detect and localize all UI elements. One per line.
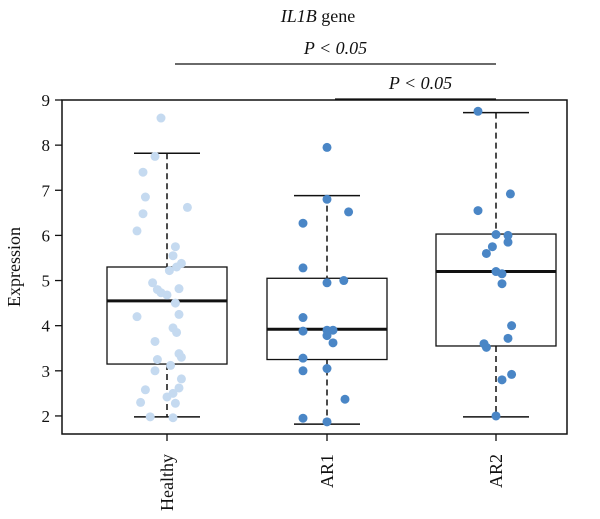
data-point-healthy	[145, 412, 155, 422]
data-point-ar2	[481, 248, 491, 258]
data-point-ar1	[298, 326, 308, 336]
x-tick-label-healthy: Healthy	[157, 454, 177, 511]
data-point-healthy	[176, 374, 186, 384]
data-point-healthy	[140, 385, 150, 395]
data-point-ar1	[322, 331, 332, 341]
data-point-healthy	[172, 262, 182, 272]
data-point-healthy	[156, 113, 166, 123]
data-point-ar2	[507, 321, 517, 331]
data-point-ar1	[328, 338, 338, 348]
data-point-healthy	[170, 398, 180, 408]
y-tick-label: 9	[42, 91, 51, 110]
data-point-ar1	[298, 218, 308, 228]
data-point-ar1	[322, 417, 332, 427]
data-point-ar1	[322, 194, 332, 204]
data-point-ar1	[298, 353, 308, 363]
data-point-healthy	[174, 284, 184, 294]
data-point-ar2	[503, 230, 513, 240]
y-tick-label: 3	[42, 362, 51, 381]
y-tick-label: 4	[42, 317, 51, 336]
data-point-ar2	[497, 375, 507, 385]
data-point-healthy	[148, 278, 158, 288]
data-point-ar1	[322, 142, 332, 152]
data-point-healthy	[152, 355, 162, 365]
data-point-healthy	[174, 383, 184, 393]
data-point-ar2	[473, 206, 483, 216]
data-point-healthy	[140, 192, 150, 202]
data-point-ar1	[328, 325, 338, 335]
data-point-ar1	[339, 276, 349, 286]
data-point-healthy	[150, 151, 160, 161]
plot-area: 2 3 4 5 6 7 8 9 Expression Healthy AR1 AR2 P < 0.05 P…	[4, 38, 568, 511]
data-point-ar2	[491, 411, 501, 421]
significance-label-1: P < 0.05	[303, 38, 367, 58]
data-point-healthy	[150, 366, 160, 376]
data-point-ar2	[503, 333, 513, 343]
box-ar2	[435, 233, 557, 347]
box-healthy	[106, 266, 228, 365]
data-point-ar2	[505, 189, 515, 199]
box-ar1	[266, 277, 388, 361]
data-point-ar1	[322, 278, 332, 288]
x-tick-label-ar1: AR1	[317, 454, 337, 488]
data-point-healthy	[136, 397, 146, 407]
data-point-ar2	[473, 106, 483, 116]
data-point-healthy	[162, 392, 172, 402]
data-point-healthy	[138, 167, 148, 177]
data-point-healthy	[132, 226, 142, 236]
chart-title-suffix: gene	[317, 6, 355, 26]
y-tick-label: 5	[42, 272, 51, 291]
data-point-healthy	[172, 327, 182, 337]
y-axis-label: Expression	[4, 227, 24, 307]
data-point-healthy	[164, 266, 174, 276]
x-tick-label-ar2: AR2	[486, 454, 506, 488]
y-tick-label: 2	[42, 407, 51, 426]
data-point-ar2	[481, 342, 491, 352]
data-point-ar2	[497, 279, 507, 289]
data-point-healthy	[168, 251, 178, 261]
y-tick-label: 8	[42, 136, 51, 155]
data-point-healthy	[174, 309, 184, 319]
data-point-healthy	[168, 413, 178, 423]
y-tick-label: 7	[42, 181, 51, 200]
plot-frame	[61, 99, 568, 435]
data-point-healthy	[162, 290, 172, 300]
data-point-ar2	[497, 269, 507, 279]
data-point-ar2	[487, 242, 497, 252]
data-point-ar1	[344, 207, 354, 217]
data-point-ar1	[340, 394, 350, 404]
data-point-healthy	[170, 242, 180, 252]
data-point-healthy	[170, 298, 180, 308]
data-point-healthy	[132, 312, 142, 322]
data-point-ar1	[322, 364, 332, 374]
significance-label-2: P < 0.05	[388, 73, 452, 93]
data-point-ar1	[298, 366, 308, 376]
data-point-ar2	[503, 237, 513, 247]
data-point-ar1	[298, 313, 308, 323]
data-point-ar1	[298, 263, 308, 273]
data-point-ar2	[507, 369, 517, 379]
data-point-healthy	[150, 336, 160, 346]
data-point-healthy	[138, 209, 148, 219]
data-point-ar1	[298, 413, 308, 423]
data-point-ar2	[491, 230, 501, 240]
y-tick-label: 6	[42, 226, 51, 245]
chart-title: IL1B gene	[280, 6, 355, 26]
data-point-healthy	[182, 202, 192, 212]
data-point-healthy	[176, 352, 186, 362]
chart-title-gene: IL1B	[280, 6, 317, 26]
data-point-healthy	[166, 360, 176, 370]
